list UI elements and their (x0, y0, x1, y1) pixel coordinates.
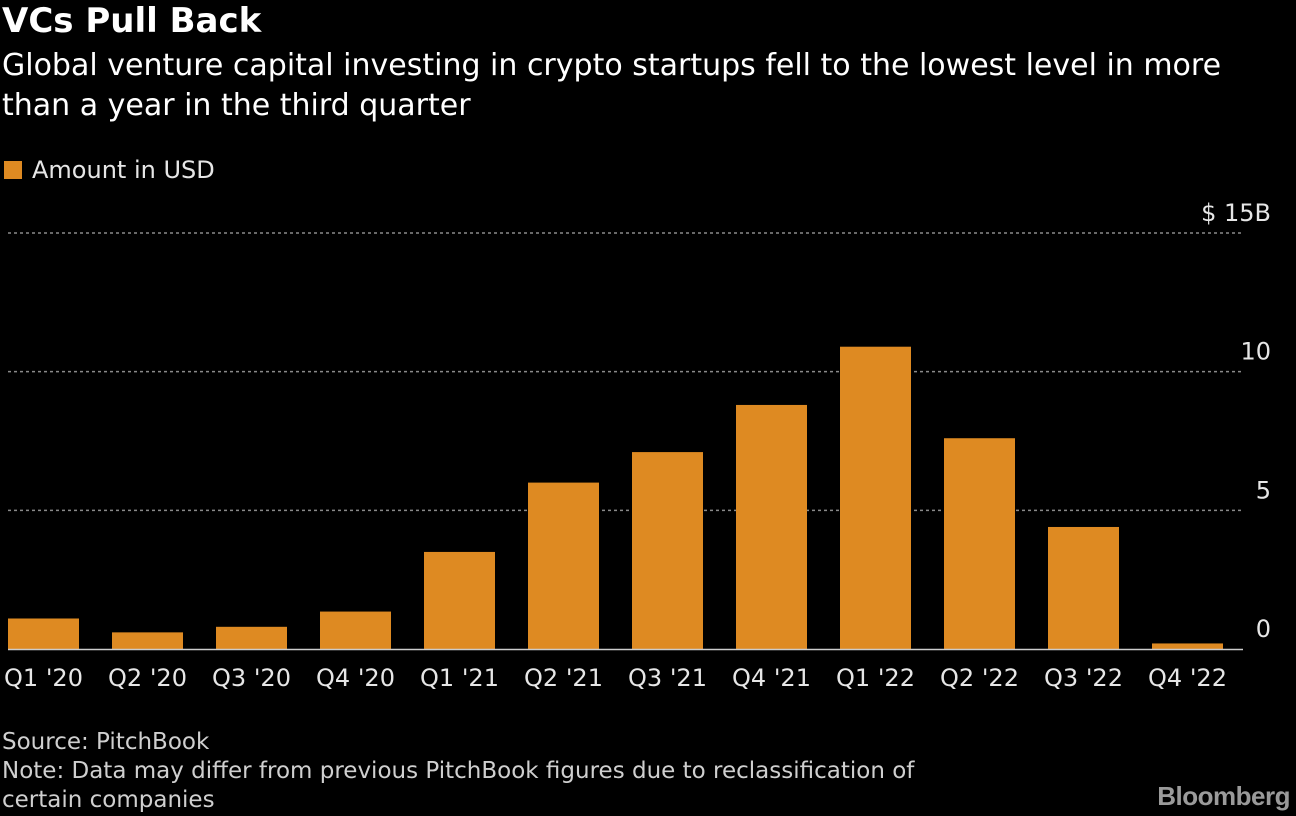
bar (320, 611, 391, 649)
x-tick-label: Q1 '22 (836, 664, 915, 692)
chart-legend: Amount in USD (4, 154, 215, 186)
x-tick-label: Q2 '21 (524, 664, 603, 692)
x-tick-label: Q3 '22 (1044, 664, 1123, 692)
legend-label: Amount in USD (32, 156, 215, 184)
chart-subtitle: Global venture capital investing in cryp… (2, 48, 1222, 123)
bar-chart: 0 5 10 $ 15B Q1 '20 Q2 '20 Q3 '20 Q4 '20 Q1 '21 Q… (4, 199, 1271, 692)
x-tick-label: Q1 '20 (4, 664, 83, 692)
bar (944, 438, 1015, 649)
y-tick-label: 0 (1256, 615, 1271, 643)
x-tick-label: Q4 '21 (732, 664, 811, 692)
x-tick-label: Q2 '20 (108, 664, 187, 692)
bar (424, 551, 495, 649)
data-note-line-2: certain companies (2, 787, 215, 813)
bloomberg-logo: Bloomberg (1157, 781, 1290, 811)
bar (528, 482, 599, 649)
bar (112, 632, 183, 649)
y-tick-label: 5 (1256, 476, 1271, 504)
legend-swatch (4, 161, 22, 179)
x-tick-label: Q3 '21 (628, 664, 707, 692)
chart-title: VCs Pull Back (2, 1, 262, 41)
data-note-line-1: Note: Data may differ from previous Pitc… (2, 758, 915, 784)
bar (1048, 526, 1119, 649)
source-note: Source: PitchBook (2, 729, 210, 755)
x-tick-label: Q2 '22 (940, 664, 1019, 692)
x-tick-label: Q1 '21 (420, 664, 499, 692)
bar (736, 404, 807, 649)
y-tick-label: 10 (1240, 338, 1271, 366)
chart-footer: Source: PitchBook Note: Data may differ … (2, 728, 914, 815)
x-tick-label: Q4 '22 (1148, 664, 1227, 692)
y-tick-label: $ 15B (1201, 199, 1271, 227)
bar (8, 618, 79, 649)
bar (840, 346, 911, 649)
bar (632, 452, 703, 649)
x-tick-label: Q4 '20 (316, 664, 395, 692)
bar (216, 626, 287, 649)
bar (1152, 643, 1223, 649)
x-tick-label: Q3 '20 (212, 664, 291, 692)
